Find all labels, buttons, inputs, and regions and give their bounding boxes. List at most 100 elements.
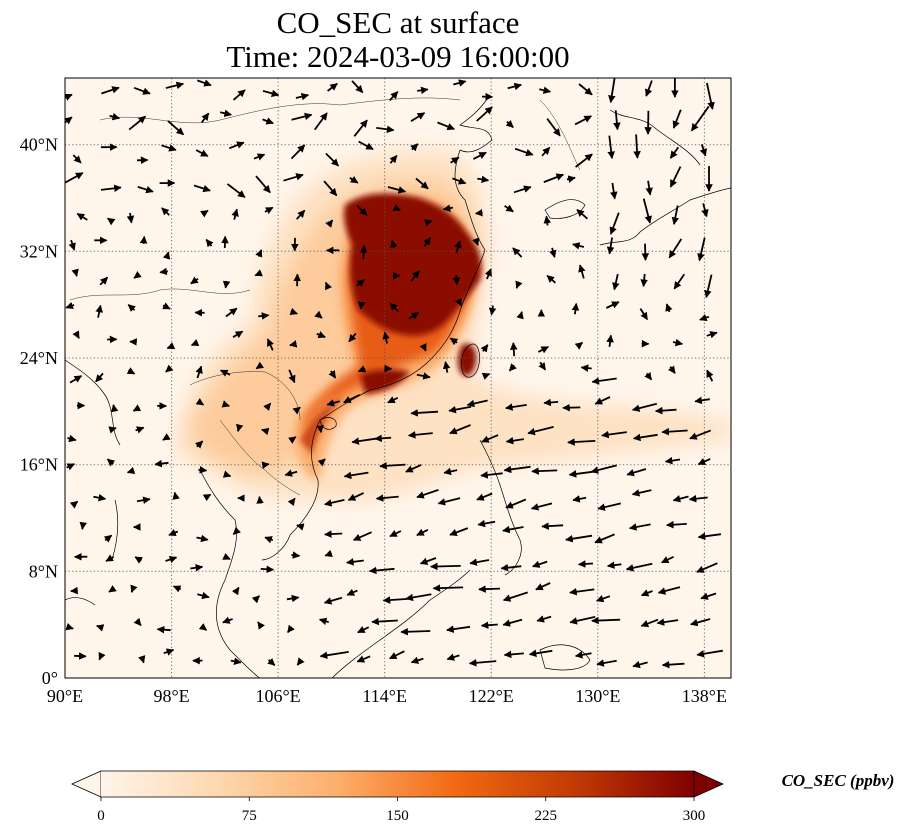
- wind-arrow: [289, 340, 298, 348]
- wind-arrow: [93, 493, 107, 502]
- wind-arrow: [220, 369, 231, 377]
- wind-arrow: [324, 549, 333, 557]
- wind-arrow: [669, 166, 682, 188]
- wind-arrow: [476, 492, 493, 501]
- wind-arrow: [488, 305, 497, 316]
- wind-arrow: [507, 82, 522, 91]
- wind-arrow: [505, 403, 527, 411]
- wind-arrow: [69, 375, 83, 384]
- wind-arrow: [505, 436, 524, 445]
- map-panel: [64, 77, 732, 679]
- wind-arrow: [577, 560, 594, 568]
- wind-arrow: [606, 334, 614, 347]
- wind-arrow: [446, 625, 471, 633]
- wind-arrow: [251, 595, 261, 604]
- wind-arrow: [68, 239, 76, 251]
- wind-arrow: [452, 177, 467, 185]
- wind-arrow: [200, 209, 209, 218]
- wind-arrow: [578, 264, 586, 279]
- wind-arrow: [516, 311, 524, 320]
- wind-arrow: [154, 459, 169, 468]
- wind-arrow: [503, 650, 524, 659]
- wind-arrow: [572, 495, 587, 503]
- wind-arrow: [437, 497, 461, 506]
- wind-arrow: [232, 89, 246, 101]
- wind-arrow: [389, 91, 399, 102]
- wind-arrow: [654, 406, 677, 415]
- wind-arrow: [267, 657, 276, 666]
- wind-arrow: [546, 274, 556, 284]
- wind-arrow: [480, 471, 503, 479]
- wind-arrow: [167, 120, 184, 136]
- wind-arrow: [205, 239, 214, 248]
- wind-arrow: [130, 584, 138, 593]
- wind-arrow: [286, 624, 295, 634]
- lat-tick-label: 32°N: [20, 241, 58, 261]
- wind-arrow: [231, 586, 240, 596]
- wind-arrow: [566, 175, 576, 183]
- wind-arrow: [110, 404, 119, 413]
- wind-arrow: [225, 307, 238, 318]
- wind-arrow: [410, 409, 439, 417]
- wind-arrow: [165, 364, 174, 373]
- wind-arrow: [688, 494, 708, 503]
- wind-arrow: [79, 521, 87, 530]
- wind-arrow: [480, 344, 489, 353]
- wind-arrow: [263, 402, 272, 411]
- wind-arrow: [509, 342, 518, 357]
- wind-arrow: [103, 534, 113, 543]
- wind-arrow: [481, 434, 499, 443]
- wind-arrow: [657, 586, 681, 595]
- wind-arrow: [474, 208, 483, 217]
- wind-arrow: [202, 493, 212, 502]
- wind-arrow: [295, 92, 310, 101]
- wind-arrow: [368, 566, 395, 575]
- lon-tick-label: 106°E: [255, 686, 300, 706]
- wind-arrow: [597, 502, 622, 511]
- wind-arrow: [291, 112, 313, 121]
- wind-arrow: [76, 212, 88, 221]
- wind-arrow: [162, 433, 171, 441]
- wind-arrow: [193, 184, 211, 193]
- title-line-time: Time: 2024-03-09 16:00:00: [226, 39, 570, 74]
- wind-arrow: [195, 149, 209, 157]
- wind-arrow: [139, 235, 148, 244]
- wind-arrow: [606, 561, 622, 569]
- wind-arrow: [128, 115, 146, 131]
- wind-arrow: [101, 86, 120, 95]
- title-line-variable: CO_SEC at surface: [276, 5, 520, 40]
- wind-arrow: [606, 237, 615, 255]
- wind-arrow: [162, 251, 171, 260]
- wind-arrow: [222, 552, 231, 561]
- wind-arrow: [254, 269, 263, 277]
- wind-arrow: [442, 204, 454, 212]
- wind-arrow: [323, 180, 338, 197]
- wind-arrow: [262, 117, 274, 125]
- wind-arrow: [255, 249, 263, 258]
- wind-arrow: [503, 465, 531, 474]
- wind-arrow: [513, 185, 532, 194]
- lon-tick-label: 114°E: [362, 686, 407, 706]
- wind-arrow: [292, 406, 301, 415]
- wind-arrow: [661, 660, 685, 669]
- wind-arrow: [697, 237, 706, 262]
- wind-arrow: [67, 434, 77, 443]
- wind-arrow: [109, 112, 121, 121]
- wind-arrow: [690, 618, 711, 627]
- wind-arrow: [591, 377, 617, 385]
- wind-arrow: [327, 82, 338, 92]
- wind-arrow: [477, 175, 490, 184]
- wind-arrow: [108, 584, 117, 593]
- wind-arrow: [198, 466, 208, 474]
- wind-arrow: [628, 523, 651, 531]
- wind-arrow: [697, 532, 722, 541]
- wind-arrow: [261, 461, 270, 469]
- wind-arrow: [349, 175, 359, 184]
- colorbar-tick-label: 0: [97, 808, 105, 824]
- wind-arrow: [172, 585, 182, 593]
- wind-arrow: [351, 437, 379, 445]
- lat-tick-label: 40°N: [20, 135, 58, 155]
- wind-arrow: [222, 280, 231, 289]
- wind-arrow: [504, 204, 514, 213]
- wind-arrow: [162, 302, 171, 310]
